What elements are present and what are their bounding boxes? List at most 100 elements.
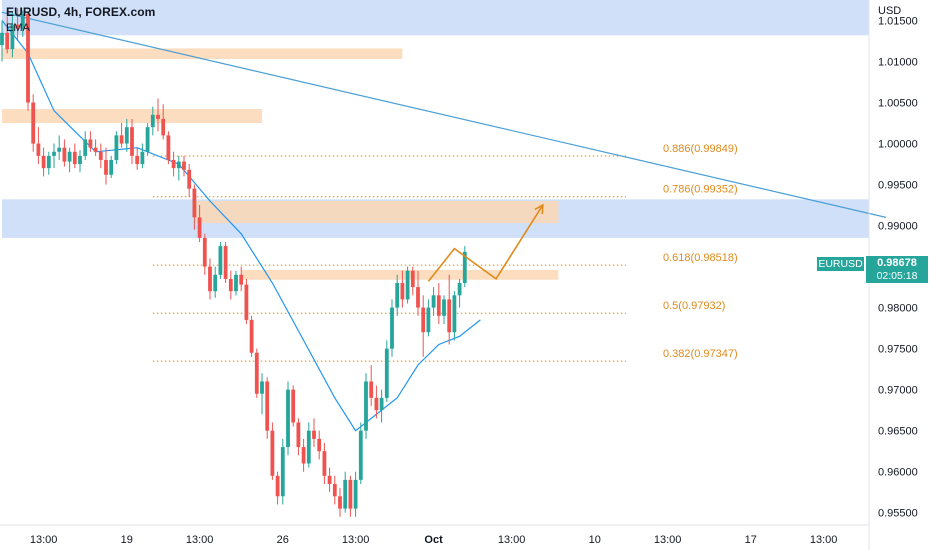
chart-title[interactable]: EURUSD, 4h, FOREX.com [6,5,156,19]
candle-body-60 [312,430,316,439]
candle-body-10 [52,151,56,156]
candle-body-79 [410,270,415,288]
candle-body-1 [5,32,10,50]
candle-body-18 [93,147,98,152]
candle-body-56 [291,389,296,423]
candle-body-4 [20,13,25,29]
candle-body-52 [270,430,275,476]
candle-body-70 [364,381,368,431]
candle-body-87 [452,295,457,333]
currency-label[interactable]: USD [878,5,902,17]
candle-body-83 [431,295,436,308]
candle-body-51 [265,381,270,431]
fib-label-2: 0.618(0.98518) [663,252,738,264]
time-tick-1: 19 [121,534,133,546]
candle-body-45 [234,274,238,292]
projection-layer[interactable] [427,203,544,282]
candle-body-50 [260,381,264,394]
candle-body-34 [176,161,181,169]
price-tick-3: 1.00000 [878,139,918,151]
price-tick-1: 1.01000 [878,57,918,69]
orange-zone-5 [241,269,559,280]
candle-body-16 [83,139,88,156]
time-axis[interactable]: 13:00 19 13:00 26 13:00 Oct 13:00 10 13:00 17 13:0… [30,534,838,546]
candle-body-25 [130,127,134,156]
time-tick-9: 17 [745,534,757,546]
fib-label-3: 0.5(0.97932) [663,300,725,312]
candle-body-20 [104,159,108,175]
candle-body-65 [338,496,342,509]
candle-body-54 [280,447,285,497]
candle-body-15 [78,155,82,165]
candle-body-48 [249,319,254,353]
candle-body-31 [161,118,166,136]
candle-body-27 [140,151,145,165]
trendline-layer[interactable] [1,11,887,218]
candle-body-59 [306,430,311,464]
candle-body-73 [379,397,384,411]
time-tick-0: 13:00 [30,534,58,546]
candle-body-13 [67,151,72,162]
candle-body-12 [62,147,67,162]
candle-body-47 [244,284,249,320]
candle-body-11 [57,147,62,152]
candle-body-58 [301,447,306,464]
candle-body-32 [166,135,171,160]
price-axis[interactable]: 1.01500 1.01000 1.00500 1.00000 0.99500 0.990… [878,16,918,520]
candle-body-8 [41,155,46,169]
candle-body-23 [119,135,124,144]
candle-body-29 [150,114,155,128]
price-tick-10: 0.96000 [878,467,918,479]
candle-body-38 [197,217,202,238]
candle-body-77 [400,283,405,300]
candle-body-88 [457,283,462,296]
candle-body-89 [462,251,467,284]
bar-countdown: 02:05:18 [876,270,918,282]
candle-body-26 [135,155,140,165]
time-tick-4: 13:00 [342,534,370,546]
candle-body-6 [31,102,36,144]
candle-body-36 [187,169,192,189]
time-tick-2: 13:00 [186,534,214,546]
candle-body-43 [223,246,228,279]
price-tick-0: 1.01500 [878,16,918,28]
price-tick-9: 0.96500 [878,426,918,438]
candle-body-72 [374,397,379,411]
descending-trendline [1,11,887,218]
candle-body-86 [447,299,452,333]
candle-body-66 [343,479,348,509]
candle-body-55 [286,389,290,448]
time-tick-6: 13:00 [498,534,526,546]
orange-zone-2 [2,48,403,60]
candle-body-75 [390,307,394,349]
price-tick-2: 1.00500 [878,98,918,110]
price-tick-5: 0.99000 [878,221,918,233]
candle-body-24 [124,127,129,144]
candle-body-53 [275,475,280,497]
candles-layer [0,8,467,517]
candle-body-69 [358,430,363,480]
price-tick-6: 0.98000 [878,303,918,315]
candle-body-7 [36,143,41,156]
indicator-label[interactable]: EMA [6,22,30,34]
projection-path [427,204,544,282]
candle-body-22 [114,135,119,160]
candle-body-68 [353,479,358,509]
time-tick-5: Oct [424,534,443,546]
candle-body-41 [213,274,218,292]
candle-body-64 [332,483,337,497]
blue-zone-0 [2,0,869,36]
candle-body-62 [322,451,327,476]
candle-body-71 [369,381,374,398]
time-tick-10: 13:00 [810,534,838,546]
zone-layer [2,0,869,280]
candle-body-82 [426,307,431,333]
projection-arrowhead [534,203,544,215]
candle-body-33 [171,159,176,169]
candle-body-42 [218,246,223,275]
candle-body-40 [208,266,212,292]
candle-body-14 [72,151,77,165]
price-tick-4: 0.99500 [878,180,918,192]
fib-label-0: 0.886(0.99849) [663,143,738,155]
